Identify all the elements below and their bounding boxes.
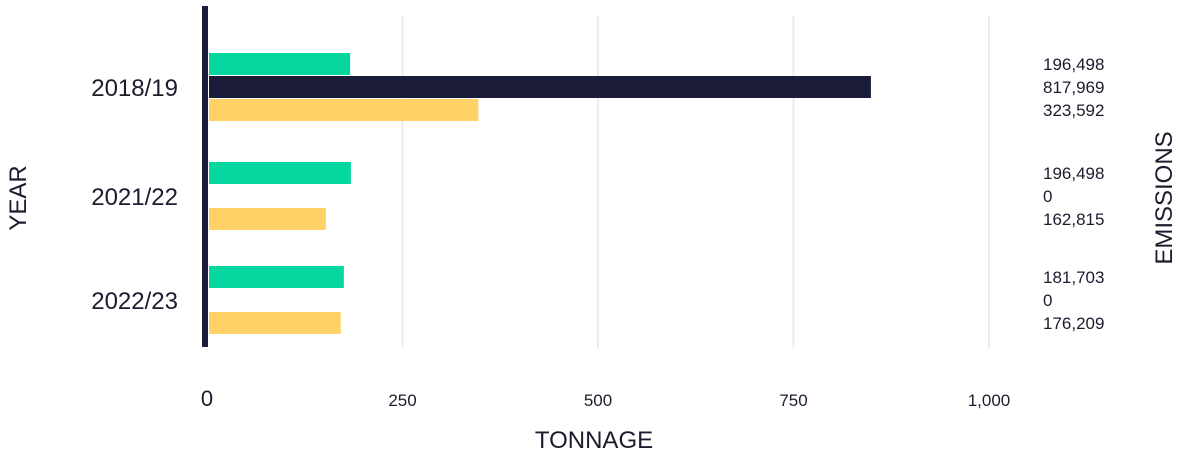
bars [209,53,871,334]
x-tick-labels: 0 250 500 750 1,000 [201,386,1010,411]
bar [209,162,351,184]
emission-value-label: 176,209 [1043,314,1104,333]
y-axis-title: YEAR [5,165,32,230]
emission-value-label: 0 [1043,291,1052,310]
bar [209,76,871,98]
category-label: 2022/23 [91,288,178,315]
x-tick-label: 1,000 [968,391,1011,410]
emission-value-label: 0 [1043,187,1052,206]
x-tick-label: 250 [388,391,416,410]
emission-value-label: 162,815 [1043,210,1104,229]
emission-value-label: 196,498 [1043,55,1104,74]
x-axis-title: TONNAGE [535,427,653,452]
y2-axis-title: EMISSIONS [1151,131,1178,264]
bar [209,53,351,75]
category-label: 2021/22 [91,184,178,211]
bar [209,266,344,288]
emission-value-label: 196,498 [1043,164,1104,183]
emission-value-label: 323,592 [1043,101,1104,120]
bar [209,208,326,230]
emission-labels: 196,498 817,969 323,592 196,498 0 162,815 181,… [1043,55,1104,333]
emission-value-label: 181,703 [1043,268,1104,287]
grid-lines [401,16,990,348]
bar [209,99,479,121]
x-tick-label: 750 [779,391,807,410]
x-tick-label: 0 [201,386,213,411]
category-labels: 2018/19 2021/22 2022/23 [91,75,178,315]
x-tick-label: 500 [584,391,612,410]
y-axis-line [202,6,208,347]
emission-value-label: 817,969 [1043,78,1104,97]
category-label: 2018/19 [91,75,178,102]
bar [209,312,341,334]
